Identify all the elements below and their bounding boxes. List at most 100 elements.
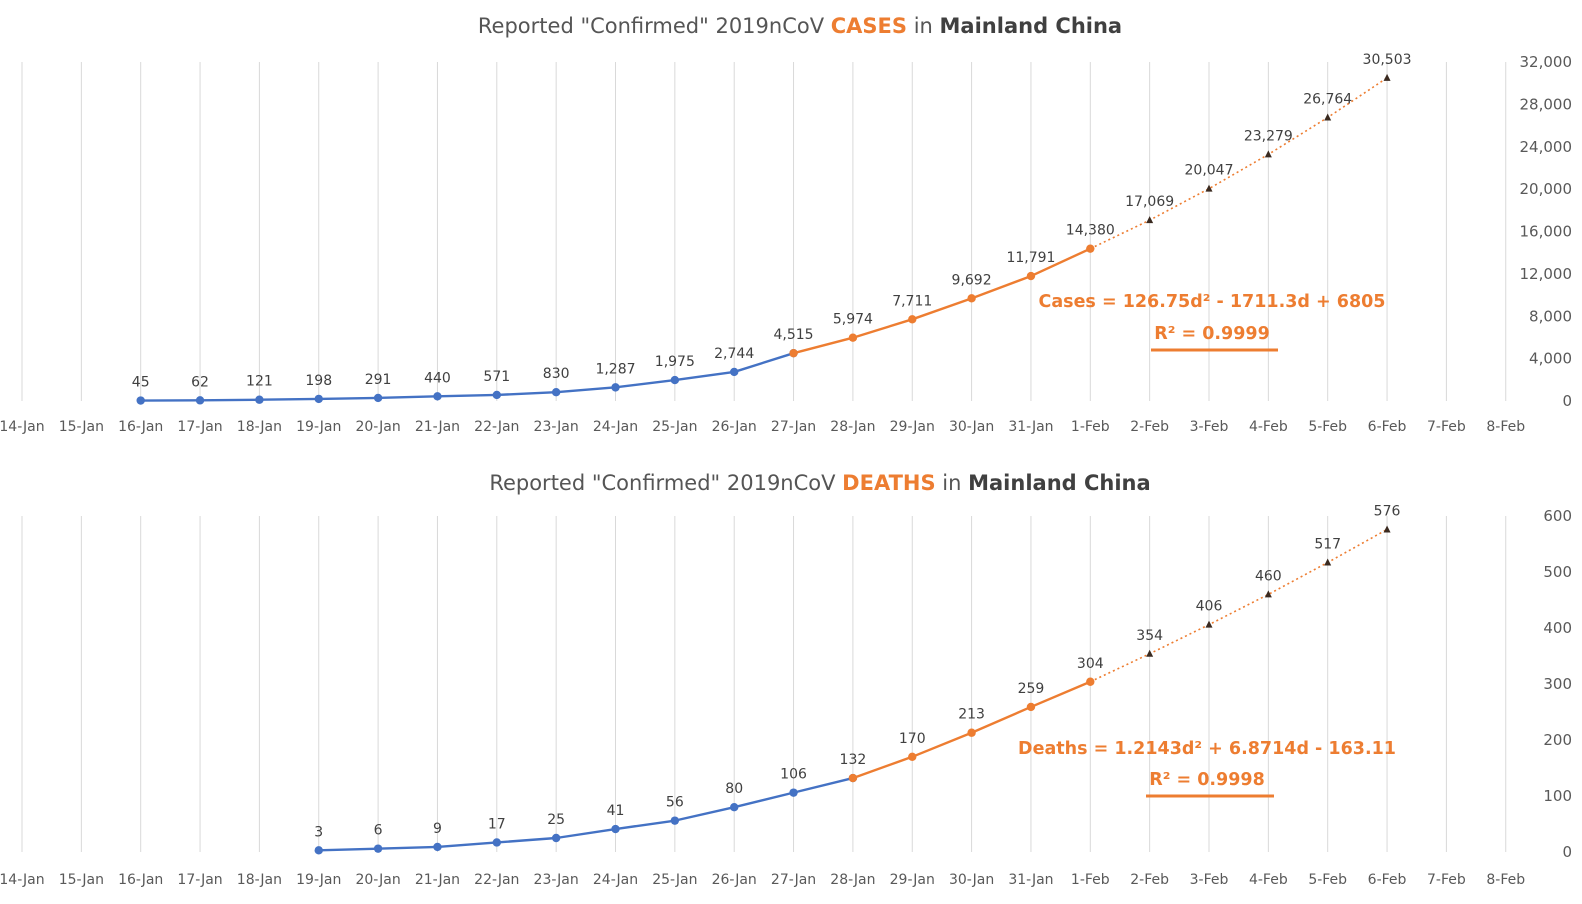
cases-observed-early-point [136,396,145,405]
deaths-projected-point [1383,525,1391,533]
deaths-x-tick-label: 4-Feb [1249,872,1288,888]
deaths-observed-early-line [318,776,854,852]
deaths-trend-annotation: Deaths = 1.2143d² + 6.8714d - 163.11 R² … [1018,739,1396,798]
deaths-x-tick-label: 21-Jan [415,872,460,888]
deaths-observed-early-point [611,824,620,834]
cases-x-tick-label: 16-Jan [118,419,163,435]
cases-observed-early-line [140,352,794,402]
cases-r-squared: R² = 0.9999 [1154,324,1270,344]
deaths-observed-early-point [433,842,442,852]
cases-data-label: 23,279 [1244,128,1293,144]
cases-observed-early-point [492,390,501,400]
deaths-data-label: 576 [1374,503,1401,519]
cases-data-label: 121 [246,374,273,390]
deaths-x-tick-label: 29-Jan [890,872,935,888]
cases-observed-late-point [1026,271,1036,281]
cases-x-tick-label: 23-Jan [534,419,579,435]
deaths-data-label: 517 [1314,536,1341,552]
deaths-y-tick-label: 600 [1543,507,1572,525]
cases-x-tick-label: 8-Feb [1486,419,1525,435]
cases-observed-early-point [433,392,442,401]
deaths-data-label: 213 [958,707,985,723]
deaths-x-tick-label: 26-Jan [712,872,757,888]
cases-data-label: 11,791 [1006,250,1055,266]
cases-chart-title: Reported "Confirmed" 2019nCoV CASES in M… [478,14,1122,38]
cases-y-tick-label: 20,000 [1520,180,1573,198]
deaths-observed-early-point [789,788,798,797]
cases-data-label: 2,744 [714,346,754,362]
deaths-y-tick-label: 0 [1562,843,1572,861]
deaths-y-tick-label: 100 [1543,787,1572,805]
deaths-projected-line [1089,528,1388,683]
deaths-observed-late-point [848,773,858,783]
cases-observed-early-point [314,394,323,404]
cases-x-tick-label: 28-Jan [830,419,875,435]
cases-x-tick-label: 17-Jan [177,419,222,435]
deaths-data-label: 56 [666,795,684,811]
deaths-x-tick-label: 19-Jan [296,872,341,888]
cases-trend-annotation: Cases = 126.75d² - 1711.3d + 6805 R² = 0… [1039,292,1385,352]
cases-observed-early-point [551,388,561,397]
cases-x-tick-label: 7-Feb [1427,419,1466,435]
deaths-x-tick-label: 30-Jan [949,872,994,888]
deaths-projected-point [1264,590,1272,598]
cases-data-label: 26,764 [1303,91,1352,107]
deaths-data-label: 6 [374,823,383,839]
cases-observed-late-point [967,294,976,303]
deaths-observed-early-point [670,816,680,825]
deaths-data-label: 3 [314,824,323,840]
cases-observed-late-line [793,247,1091,355]
deaths-data-label: 132 [840,752,867,768]
deaths-data-label: 406 [1196,599,1223,615]
cases-observed-early-point [670,375,680,385]
deaths-chart-title: Reported "Confirmed" 2019nCoV DEATHS in … [489,471,1150,495]
deaths-y-tick-label: 300 [1543,675,1572,693]
cases-x-tick-label: 4-Feb [1249,419,1288,435]
cases-projected-point [1324,113,1332,121]
deaths-data-label: 106 [780,767,807,783]
deaths-gridlines [21,516,1507,852]
cases-y-tick-label: 24,000 [1520,138,1573,156]
cases-x-tick-label: 31-Jan [1008,419,1053,435]
cases-x-tick-label: 21-Jan [415,419,460,435]
deaths-x-tick-label: 24-Jan [593,872,638,888]
cases-observed-early-point [195,396,205,405]
cases-x-tick-label: 20-Jan [355,419,400,435]
cases-x-tick-label: 19-Jan [296,419,341,435]
cases-data-label: 830 [543,366,570,382]
cases-projected-point [1383,73,1391,81]
deaths-x-tick-label: 16-Jan [118,872,163,888]
deaths-data-label: 41 [607,803,625,819]
deaths-x-tick-label: 28-Jan [830,872,875,888]
cases-projected-point [1146,216,1154,224]
deaths-data-label: 17 [488,816,506,832]
deaths-y-tick-label: 400 [1543,619,1572,637]
cases-x-tick-label: 29-Jan [890,419,935,435]
cases-data-label: 4,515 [774,327,814,343]
deaths-data-label: 25 [547,812,565,828]
cases-x-tick-label: 5-Feb [1308,419,1347,435]
deaths-x-tick-label: 25-Jan [652,872,697,888]
deaths-x-tick-label: 8-Feb [1486,872,1525,888]
deaths-data-label: 9 [433,821,442,837]
cases-observed-early-point [255,395,264,404]
deaths-x-tick-label: 22-Jan [474,872,519,888]
cases-x-tick-label: 22-Jan [474,419,519,435]
cases-y-tick-label: 28,000 [1520,95,1573,113]
deaths-data-label: 304 [1077,656,1104,672]
deaths-data-label: 80 [725,781,743,797]
cases-y-tick-label: 0 [1562,392,1572,410]
deaths-observed-early-point [314,846,323,855]
deaths-x-tick-label: 6-Feb [1368,872,1407,888]
cases-x-tick-label: 24-Jan [593,419,638,435]
deaths-data-label: 460 [1255,568,1282,584]
cases-data-label: 198 [305,373,332,389]
deaths-r-squared: R² = 0.9998 [1149,770,1265,790]
deaths-axis-labels: 14-Jan 15-Jan 16-Jan 17-Jan 18-Jan 19-Jan 20-J… [0,503,1572,888]
deaths-observed-late-point [1026,702,1036,712]
cases-data-label: 7,711 [892,293,932,309]
deaths-x-tick-label: 23-Jan [534,872,579,888]
cases-data-label: 17,069 [1125,194,1174,210]
cases-projected-point [1205,184,1213,192]
